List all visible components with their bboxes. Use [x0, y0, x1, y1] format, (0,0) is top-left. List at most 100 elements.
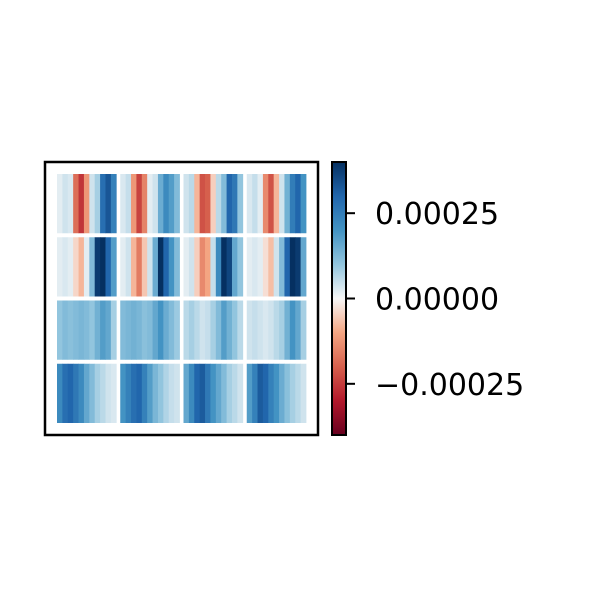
heatmap-cell — [231, 300, 238, 360]
heatmap-cell — [262, 174, 269, 234]
heatmap-cell — [252, 237, 258, 297]
heatmap-cell — [194, 363, 201, 423]
heatmap-cell — [152, 237, 159, 297]
heatmap-cell — [83, 363, 90, 423]
heatmap-cell — [89, 363, 96, 423]
heatmap-cell — [73, 237, 79, 297]
heatmap-cell — [221, 237, 227, 297]
heatmap-cell — [157, 300, 164, 360]
heatmap-cell — [157, 363, 164, 423]
heatmap-cell — [226, 363, 233, 423]
heatmap-cell — [89, 237, 96, 297]
heatmap-cell — [246, 174, 253, 234]
heatmap-cell — [226, 174, 233, 234]
heatmap-tile — [120, 174, 180, 234]
heatmap-cell — [273, 363, 280, 423]
heatmap-cell — [252, 363, 258, 423]
heatmap-cell — [100, 174, 106, 234]
heatmap-cell — [94, 363, 101, 423]
heatmap-cell — [279, 300, 285, 360]
heatmap-cell — [210, 300, 217, 360]
heatmap-cell — [205, 237, 211, 297]
heatmap-cell — [199, 300, 206, 360]
heatmap-tile — [183, 363, 244, 423]
heatmap-cell — [215, 363, 222, 423]
heatmap-cell — [168, 237, 175, 297]
heatmap-cell — [57, 363, 63, 423]
heatmap-cell — [262, 300, 269, 360]
heatmap-cell — [273, 174, 280, 234]
heatmap-tile — [120, 300, 180, 360]
heatmap-cell — [205, 174, 211, 234]
heatmap-cell — [246, 300, 253, 360]
heatmap-cell — [300, 300, 307, 360]
heatmap-cell — [83, 174, 90, 234]
heatmap-cell — [279, 174, 285, 234]
heatmap-cell — [188, 237, 195, 297]
heatmap-tile — [183, 300, 244, 360]
heatmap-cell — [289, 174, 296, 234]
heatmap-cell — [141, 237, 148, 297]
heatmap-cell — [168, 300, 175, 360]
heatmap-tile — [246, 174, 307, 234]
heatmap-cell — [131, 174, 137, 234]
heatmap-cell — [262, 237, 269, 297]
heatmap-cell — [62, 300, 69, 360]
heatmap-cell — [257, 363, 264, 423]
heatmap-cell — [262, 363, 269, 423]
heatmap-cell — [199, 363, 206, 423]
heatmap-cell — [289, 300, 296, 360]
heatmap-cell — [237, 237, 244, 297]
colorbar-tick-label: 0.00025 — [375, 197, 499, 232]
heatmap-cell — [120, 174, 127, 234]
heatmap-cell — [141, 363, 148, 423]
heatmap-cell — [73, 363, 79, 423]
heatmap-cell — [105, 363, 112, 423]
heatmap-cell — [268, 300, 275, 360]
heatmap-cell — [210, 237, 217, 297]
heatmap-cell — [300, 174, 307, 234]
heatmap-cell — [100, 363, 106, 423]
heatmap-cell — [147, 363, 153, 423]
heatmap-cell — [174, 300, 180, 360]
heatmap-cell — [57, 237, 63, 297]
heatmap-cell — [136, 237, 143, 297]
heatmap-cell — [188, 363, 195, 423]
heatmap-cell — [67, 300, 74, 360]
colorbar-tick-label: −0.00025 — [375, 368, 524, 403]
heatmap-cell — [268, 174, 275, 234]
heatmap-cell — [163, 363, 170, 423]
heatmap-tile — [57, 300, 117, 360]
heatmap-cell — [295, 174, 302, 234]
heatmap-cell — [136, 174, 143, 234]
heatmap-frame — [43, 160, 320, 437]
heatmap-cell — [199, 174, 206, 234]
heatmap-cell — [125, 300, 132, 360]
heatmap-tile — [57, 174, 117, 234]
heatmap-cell — [163, 237, 170, 297]
heatmap-cell — [183, 300, 190, 360]
heatmap-cell — [157, 174, 164, 234]
heatmap-tiles — [57, 174, 307, 423]
heatmap-tile — [120, 363, 180, 423]
heatmap-cell — [78, 300, 85, 360]
heatmap-cell — [268, 363, 275, 423]
heatmap-cell — [89, 300, 96, 360]
heatmap-cell — [221, 363, 227, 423]
colorbar-gradient — [332, 162, 346, 435]
heatmap-cell — [147, 300, 153, 360]
heatmap-cell — [279, 363, 285, 423]
heatmap-cell — [62, 174, 69, 234]
heatmap-cell — [183, 174, 190, 234]
heatmap-cell — [110, 174, 117, 234]
heatmap-cell — [83, 300, 90, 360]
heatmap-cell — [83, 237, 90, 297]
heatmap-cell — [94, 237, 101, 297]
heatmap-cell — [252, 174, 258, 234]
heatmap-cell — [226, 300, 233, 360]
heatmap-tile — [183, 174, 244, 234]
heatmap-cell — [141, 300, 148, 360]
heatmap-cell — [67, 174, 74, 234]
heatmap-cell — [163, 174, 170, 234]
